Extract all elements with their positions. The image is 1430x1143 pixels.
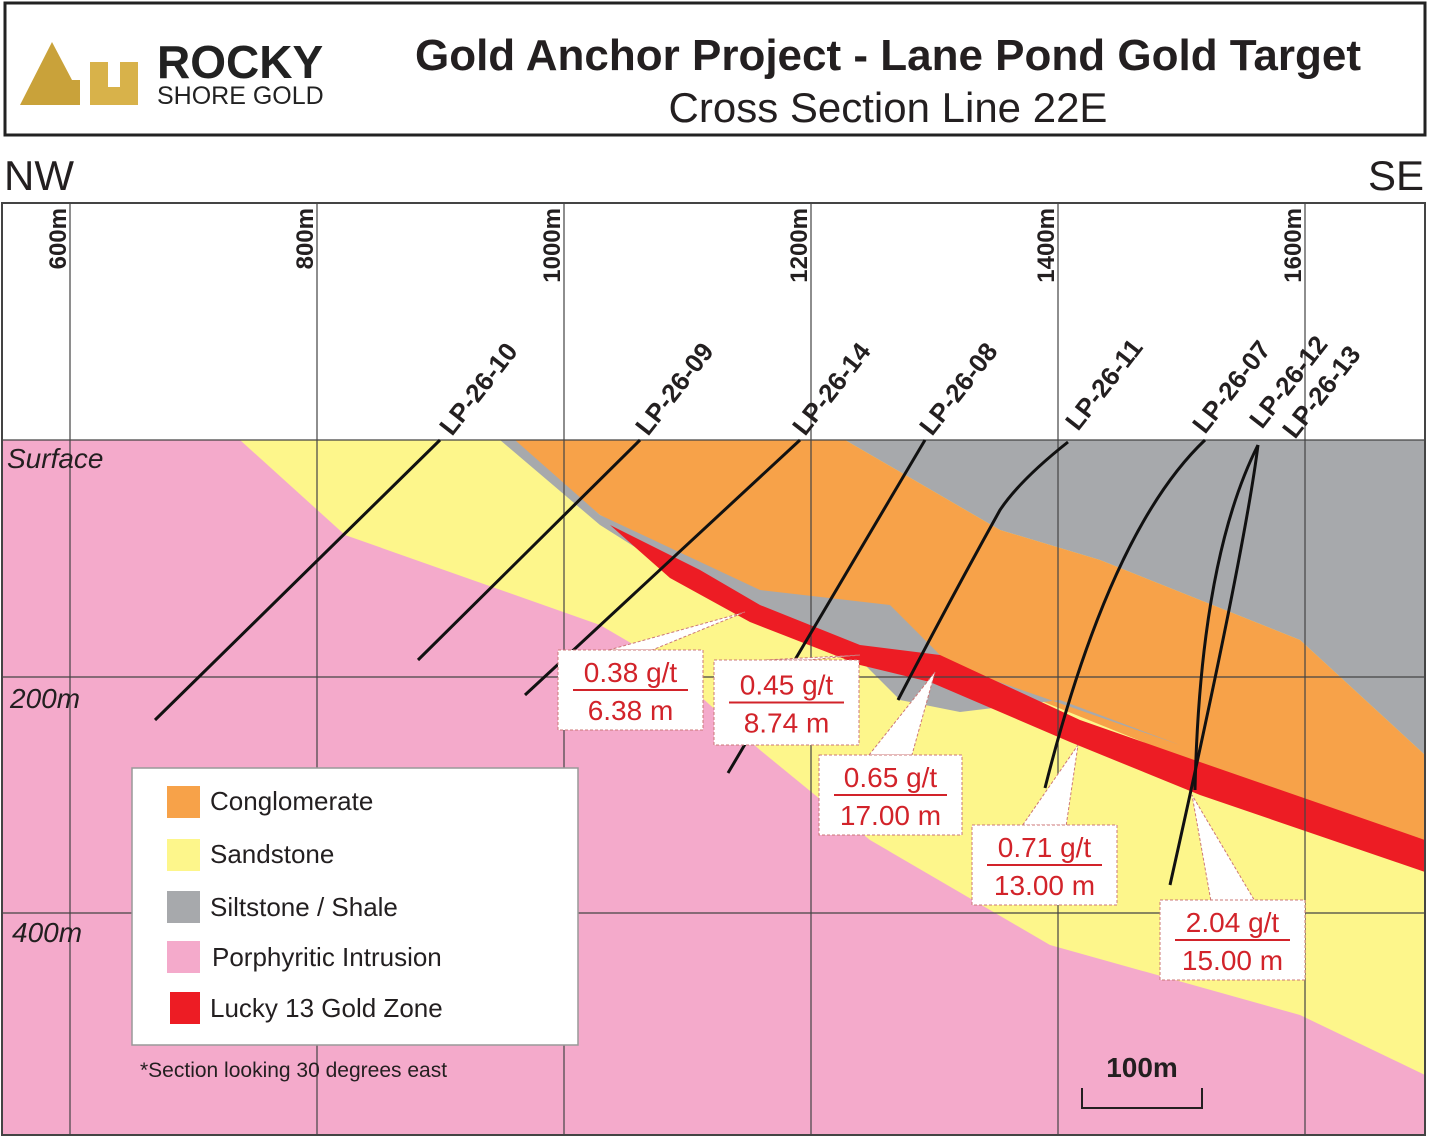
intercept-length: 6.38 m <box>588 695 674 726</box>
legend-label: Porphyritic Intrusion <box>212 942 442 972</box>
intercept-length: 8.74 m <box>744 708 830 739</box>
callout-pointer <box>764 654 861 661</box>
header-box <box>3 1 1427 137</box>
callout-pointer <box>608 611 746 651</box>
easting-label: 1400m <box>1033 208 1060 283</box>
logo-top: ROCKY <box>157 36 323 88</box>
logo-bottom: SHORE GOLD <box>157 82 324 110</box>
intercept-grade: 0.45 g/t <box>740 670 834 701</box>
easting-label: 800m <box>292 208 319 269</box>
drillhole-label: LP-26-11 <box>1059 333 1148 436</box>
legend-swatch <box>167 786 200 818</box>
easting-label: 1200m <box>786 208 813 283</box>
drillhole-label: LP-26-08 <box>913 337 1003 441</box>
easting-label: 1000m <box>539 208 566 283</box>
intercept-length: 17.00 m <box>840 800 941 831</box>
gold-zone <box>610 525 1425 872</box>
legend-label: Lucky 13 Gold Zone <box>210 993 443 1023</box>
legend-box <box>131 767 579 1046</box>
intercept-length: 13.00 m <box>994 870 1095 901</box>
legend-swatch <box>167 891 200 923</box>
intercept-length: 15.00 m <box>1182 945 1283 976</box>
frame <box>1 202 1426 1136</box>
legend-label: Siltstone / Shale <box>210 892 398 922</box>
intercept-grade: 0.71 g/t <box>998 832 1092 863</box>
easting-label: 1600m <box>1280 208 1307 283</box>
intercept-grade: 2.04 g/t <box>1186 907 1280 938</box>
subtitle: Cross Section Line 22E <box>669 84 1108 131</box>
direction-left: NW <box>4 152 74 199</box>
drillhole-label: LP-26-09 <box>629 337 719 441</box>
callout-pointer <box>868 671 936 756</box>
legend-label: Sandstone <box>210 839 334 869</box>
easting-label: 600m <box>45 208 72 269</box>
scale-label: 100m <box>1106 1052 1178 1083</box>
legend-label: Conglomerate <box>210 786 373 816</box>
note: *Section looking 30 degrees east <box>140 1059 447 1082</box>
logo-icon <box>20 42 80 105</box>
depth-label: Surface <box>7 443 104 474</box>
drillhole-label: LP-26-14 <box>786 336 877 440</box>
callout-pointer <box>1021 744 1079 826</box>
title: Gold Anchor Project - Lane Pond Gold Tar… <box>415 31 1361 80</box>
intercept-grade: 0.38 g/t <box>584 657 678 688</box>
logo-icon <box>90 62 138 105</box>
scale-bar <box>1081 1088 1203 1109</box>
depth-label: 400m <box>12 917 82 948</box>
legend-swatch <box>170 992 200 1024</box>
siltstone <box>845 440 1425 755</box>
legend-swatch <box>167 941 200 973</box>
direction-right: SE <box>1368 152 1424 199</box>
intercept-grade: 0.65 g/t <box>844 762 938 793</box>
legend-swatch <box>167 839 200 871</box>
drillhole-label: LP-26-10 <box>433 337 523 441</box>
depth-label: 200m <box>9 683 80 714</box>
